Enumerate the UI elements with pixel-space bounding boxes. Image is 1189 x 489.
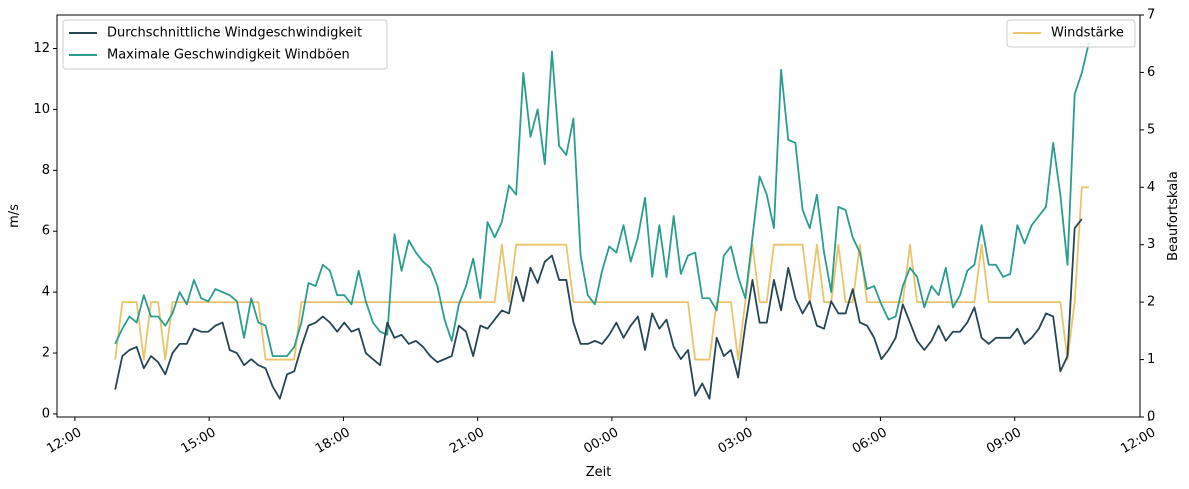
y-tick-label: 8 <box>42 163 50 178</box>
y-axis-label: m/s <box>7 204 22 228</box>
x-tick-label: 15:00 <box>179 425 219 457</box>
axes: 12:00 15:00 18:00 21:00 00:00 03:00 06:00 09:00… <box>7 8 1181 481</box>
legend-label: Maximale Geschwindigkeit Windböen <box>107 48 350 63</box>
y-right-tick-label: 5 <box>1147 122 1155 137</box>
y-tick-label: 0 <box>42 406 50 421</box>
x-tick-label: 12:00 <box>44 425 84 457</box>
legend-left-box <box>62 19 388 70</box>
plot-lines <box>114 42 1090 400</box>
y-right-axis-label: Beaufortskala <box>1166 171 1181 261</box>
y-tick-label: 4 <box>42 285 50 300</box>
y-right-tick-label: 0 <box>1147 410 1155 425</box>
legend-left: Durchschnittliche Windgeschwindigkeit Max… <box>62 19 388 70</box>
y-right-tick-label: 6 <box>1147 65 1155 80</box>
legends: Durchschnittliche Windgeschwindigkeit Max… <box>62 19 1136 70</box>
y-right-tick-label: 4 <box>1147 180 1155 195</box>
x-tick-label: 00:00 <box>581 425 621 457</box>
x-axis-label: Zeit <box>586 465 612 480</box>
series-line-0 <box>114 218 1083 400</box>
x-tick-label: 12:00 <box>1118 425 1158 457</box>
legend-right: Windstärke <box>1006 19 1136 48</box>
x-tick-label: 18:00 <box>313 425 353 457</box>
y-tick-label: 2 <box>42 346 50 361</box>
x-tick-label: 03:00 <box>716 425 756 457</box>
y-right-tick-label: 3 <box>1147 237 1155 252</box>
y-right-tick-label: 7 <box>1147 8 1155 23</box>
plot-frame <box>56 14 1141 418</box>
x-tick-label: 21:00 <box>447 425 487 457</box>
y-right-tick-label: 1 <box>1147 352 1155 367</box>
legend-label: Windstärke <box>1051 26 1124 41</box>
legend-label: Durchschnittliche Windgeschwindigkeit <box>107 26 362 41</box>
series-line-1 <box>114 42 1090 357</box>
y-tick-label: 6 <box>42 224 50 239</box>
x-tick-label: 06:00 <box>850 425 890 457</box>
y-right-tick-label: 2 <box>1147 295 1155 310</box>
y-tick-label: 12 <box>33 41 50 56</box>
x-tick-label: 09:00 <box>984 425 1024 457</box>
legend-right-box <box>1006 19 1136 48</box>
y-tick-label: 10 <box>33 102 50 117</box>
